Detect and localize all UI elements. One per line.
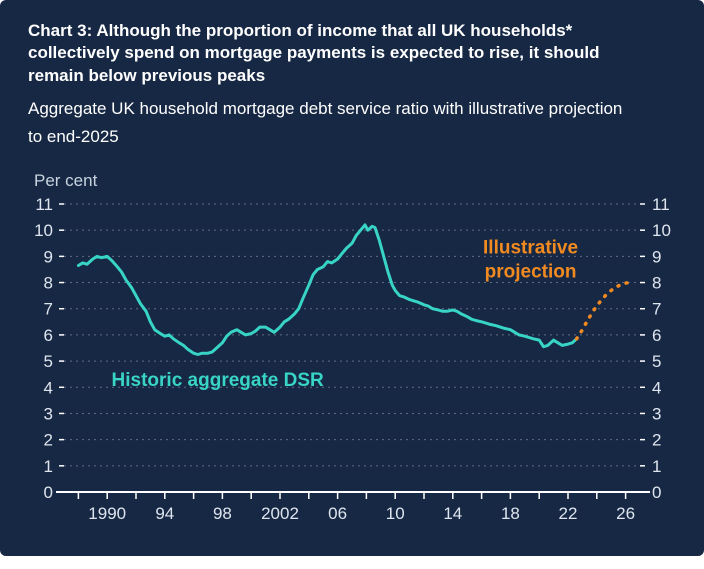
x-axis-label: 22 [559, 504, 578, 523]
y-axis-label-right: 6 [652, 326, 661, 345]
y-axis-label-left: 4 [44, 378, 53, 397]
x-axis-label: 06 [328, 504, 347, 523]
y-axis-label-left: 9 [44, 247, 53, 266]
y-axis-label-left: 10 [34, 221, 53, 240]
y-axis-label-left: 1 [44, 457, 53, 476]
chart-header: Chart 3: Although the proportion of inco… [0, 0, 662, 150]
y-axis-label-left: 11 [35, 195, 53, 214]
y-axis-label-left: 3 [44, 404, 53, 423]
series-annotation: Historic aggregate DSR [112, 370, 324, 391]
x-axis-label: 98 [213, 504, 232, 523]
y-axis-label-right: 4 [652, 378, 661, 397]
projection-line [574, 280, 631, 341]
y-axis-label-left: 2 [44, 431, 53, 450]
y-axis-label-right: 7 [652, 300, 661, 319]
x-axis-label: 10 [386, 504, 405, 523]
y-axis-label-right: 11 [652, 195, 670, 214]
y-axis-label-left: 5 [44, 352, 53, 371]
y-axis-label-right: 1 [652, 457, 661, 476]
y-axis-label-right: 9 [652, 247, 661, 266]
x-axis-label: 2002 [261, 504, 299, 523]
x-axis-label: 26 [616, 504, 635, 523]
y-axis-label-left: 8 [44, 274, 53, 293]
y-axis-label-left: 7 [44, 300, 53, 319]
chart-panel: Chart 3: Although the proportion of inco… [0, 0, 704, 556]
y-axis-label-right: 2 [652, 431, 661, 450]
y-axis-label-right: 0 [652, 483, 661, 502]
y-axis-label-right: 10 [652, 221, 671, 240]
chart-subtitle: Aggregate UK household mortgage debt ser… [28, 99, 623, 146]
x-axis-label: 18 [501, 504, 520, 523]
x-axis-label: 1990 [88, 504, 126, 523]
chart-title: Chart 3: Although the proportion of inco… [28, 21, 600, 85]
y-axis-unit-label: Per cent [34, 171, 98, 190]
series-annotation: Illustrative projection [483, 238, 578, 283]
y-axis-label-left: 6 [44, 326, 53, 345]
y-axis-label-right: 3 [652, 404, 661, 423]
historic-line [76, 223, 579, 356]
y-axis-label-left: 0 [44, 483, 53, 502]
y-axis-label-right: 5 [652, 352, 661, 371]
x-axis-label: 14 [443, 504, 462, 523]
y-axis-label-right: 8 [652, 274, 661, 293]
x-axis-label: 94 [155, 504, 174, 523]
